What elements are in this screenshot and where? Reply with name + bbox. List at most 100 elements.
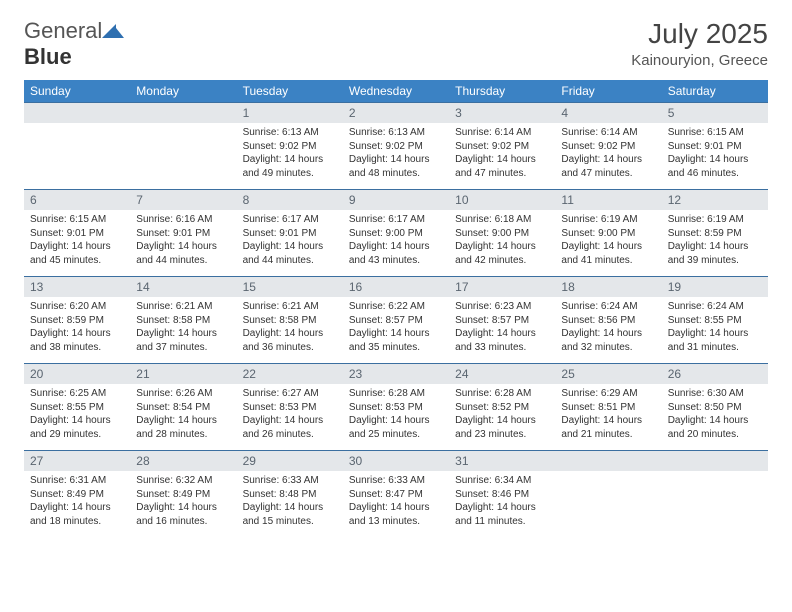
sunset-text: Sunset: 8:55 PM	[668, 314, 762, 328]
sunrise-text: Sunrise: 6:16 AM	[136, 213, 230, 227]
daylight-text: Daylight: 14 hours	[349, 327, 443, 341]
day-cell: 10Sunrise: 6:18 AMSunset: 9:00 PMDayligh…	[449, 190, 555, 276]
daylight-text: and 15 minutes.	[243, 515, 337, 529]
day-body: Sunrise: 6:30 AMSunset: 8:50 PMDaylight:…	[662, 384, 768, 447]
sunset-text: Sunset: 9:02 PM	[349, 140, 443, 154]
day-cell: 22 Sunrise: 6:27 AMSunset: 8:53 PMDayligh…	[237, 364, 343, 450]
empty-day-header	[555, 451, 661, 471]
day-body: Sunrise: 6:28 AMSunset: 8:53 PMDaylight:…	[343, 384, 449, 447]
day-body: Sunrise: 6:24 AMSunset: 8:55 PMDaylight:…	[662, 297, 768, 360]
sunset-text: Sunset: 8:50 PM	[668, 401, 762, 415]
sunrise-text: Sunrise: 6:21 AM	[136, 300, 230, 314]
sunrise-text: Sunrise: 6:15 AM	[30, 213, 124, 227]
day-number: 15	[237, 277, 343, 297]
sunrise-text: Sunrise: 6:30 AM	[668, 387, 762, 401]
sunrise-text: Sunrise: 6:26 AM	[136, 387, 230, 401]
day-number: 16	[343, 277, 449, 297]
day-body: Sunrise: 6:20 AMSunset: 8:59 PMDaylight:…	[24, 297, 130, 360]
daylight-text: and 49 minutes.	[243, 167, 337, 181]
day-number: 7	[130, 190, 236, 210]
day-number: 22	[237, 364, 343, 384]
daylight-text: and 37 minutes.	[136, 341, 230, 355]
week-row: 6 Sunrise: 6:15 AM Sunset: 9:01 PM Daylight…	[24, 189, 768, 276]
daylight-text: and 23 minutes.	[455, 428, 549, 442]
brand-logo: General Blue	[24, 18, 124, 70]
sunset-text: Sunset: 8:49 PM	[30, 488, 124, 502]
sunset-text: Sunset: 8:53 PM	[349, 401, 443, 415]
day-cell: 20Sunrise: 6:25 AMSunset: 8:55 PMDayligh…	[24, 364, 130, 450]
empty-day-header	[662, 451, 768, 471]
sunset-text: Sunset: 8:56 PM	[561, 314, 655, 328]
day-number: 2	[343, 103, 449, 123]
daylight-text: and 16 minutes.	[136, 515, 230, 529]
day-cell: 13Sunrise: 6:20 AMSunset: 8:59 PMDayligh…	[24, 277, 130, 363]
sunset-text: Sunset: 8:52 PM	[455, 401, 549, 415]
location-text: Kainouryion, Greece	[631, 52, 768, 69]
sunrise-text: Sunrise: 6:31 AM	[30, 474, 124, 488]
sunset-text: Sunset: 9:00 PM	[455, 227, 549, 241]
daylight-text: Daylight: 14 hours	[668, 327, 762, 341]
day-number: 10	[449, 190, 555, 210]
sunset-text: Sunset: 8:57 PM	[349, 314, 443, 328]
sunrise-text: Sunrise: 6:19 AM	[668, 213, 762, 227]
daylight-text: and 31 minutes.	[668, 341, 762, 355]
day-cell: 11Sunrise: 6:19 AMSunset: 9:00 PMDayligh…	[555, 190, 661, 276]
sunrise-text: Sunrise: 6:28 AM	[455, 387, 549, 401]
sunrise-text: Sunrise: 6:34 AM	[455, 474, 549, 488]
sunset-text: Sunset: 9:02 PM	[561, 140, 655, 154]
day-cell: 14Sunrise: 6:21 AMSunset: 8:58 PMDayligh…	[130, 277, 236, 363]
sunrise-text: Sunrise: 6:21 AM	[243, 300, 337, 314]
daylight-text: and 29 minutes.	[30, 428, 124, 442]
sunrise-text: Sunrise: 6:13 AM	[349, 126, 443, 140]
daylight-text: Daylight: 14 hours	[668, 153, 762, 167]
daylight-text: and 33 minutes.	[455, 341, 549, 355]
brand-text: General Blue	[24, 18, 124, 70]
day-number: 12	[662, 190, 768, 210]
day-number: 17	[449, 277, 555, 297]
day-cell: 12Sunrise: 6:19 AMSunset: 8:59 PMDayligh…	[662, 190, 768, 276]
daylight-text: and 20 minutes.	[668, 428, 762, 442]
day-cell: 19Sunrise: 6:24 AMSunset: 8:55 PMDayligh…	[662, 277, 768, 363]
sunrise-text: Sunrise: 6:27 AM	[243, 387, 337, 401]
day-number: 5	[662, 103, 768, 123]
sunrise-text: Sunrise: 6:19 AM	[561, 213, 655, 227]
weeks-container: 1Sunrise: 6:13 AMSunset: 9:02 PMDaylight…	[24, 102, 768, 537]
week-row: 27Sunrise: 6:31 AMSunset: 8:49 PMDayligh…	[24, 450, 768, 537]
day-number: 9	[343, 190, 449, 210]
sunset-text: Sunset: 9:01 PM	[136, 227, 230, 241]
daylight-text: Daylight: 14 hours	[136, 414, 230, 428]
day-body: Sunrise: 6:21 AMSunset: 8:58 PMDaylight:…	[237, 297, 343, 360]
daylight-text: Daylight: 14 hours	[243, 414, 337, 428]
header: General Blue July 2025 Kainouryion, Gree…	[24, 18, 768, 70]
day-number: 23	[343, 364, 449, 384]
daylight-text: Daylight: 14 hours	[668, 240, 762, 254]
daylight-text: and 13 minutes.	[349, 515, 443, 529]
sunset-text: Sunset: 8:53 PM	[243, 401, 337, 415]
empty-day-header	[130, 103, 236, 123]
daylight-text: Daylight: 14 hours	[30, 327, 124, 341]
sunset-text: Sunset: 8:48 PM	[243, 488, 337, 502]
brand-mark-icon	[102, 18, 124, 44]
day-cell: 16Sunrise: 6:22 AMSunset: 8:57 PMDayligh…	[343, 277, 449, 363]
day-number: 20	[24, 364, 130, 384]
daylight-text: and 18 minutes.	[30, 515, 124, 529]
empty-cell	[24, 103, 130, 189]
daylight-text: and 39 minutes.	[668, 254, 762, 268]
sunrise-text: Sunrise: 6:33 AM	[349, 474, 443, 488]
day-body: Sunrise: 6:14 AMSunset: 9:02 PMDaylight:…	[555, 123, 661, 186]
daylight-text: and 36 minutes.	[243, 341, 337, 355]
sunrise-text: Sunrise: 6:17 AM	[243, 213, 337, 227]
daylight-text: Daylight: 14 hours	[455, 240, 549, 254]
day-cell: 18Sunrise: 6:24 AMSunset: 8:56 PMDayligh…	[555, 277, 661, 363]
sunset-text: Sunset: 8:49 PM	[136, 488, 230, 502]
day-body: Sunrise: 6:19 AMSunset: 9:00 PMDaylight:…	[555, 210, 661, 273]
sunrise-text: Sunrise: 6:24 AM	[668, 300, 762, 314]
weekday-thursday: Thursday	[449, 80, 555, 102]
sunset-text: Sunset: 8:51 PM	[561, 401, 655, 415]
daylight-text: and 35 minutes.	[349, 341, 443, 355]
day-number: 6	[24, 190, 130, 210]
day-body: Sunrise: 6:21 AMSunset: 8:58 PMDaylight:…	[130, 297, 236, 360]
day-number: 14	[130, 277, 236, 297]
sunset-text: Sunset: 8:58 PM	[243, 314, 337, 328]
day-cell: 23Sunrise: 6:28 AMSunset: 8:53 PMDayligh…	[343, 364, 449, 450]
